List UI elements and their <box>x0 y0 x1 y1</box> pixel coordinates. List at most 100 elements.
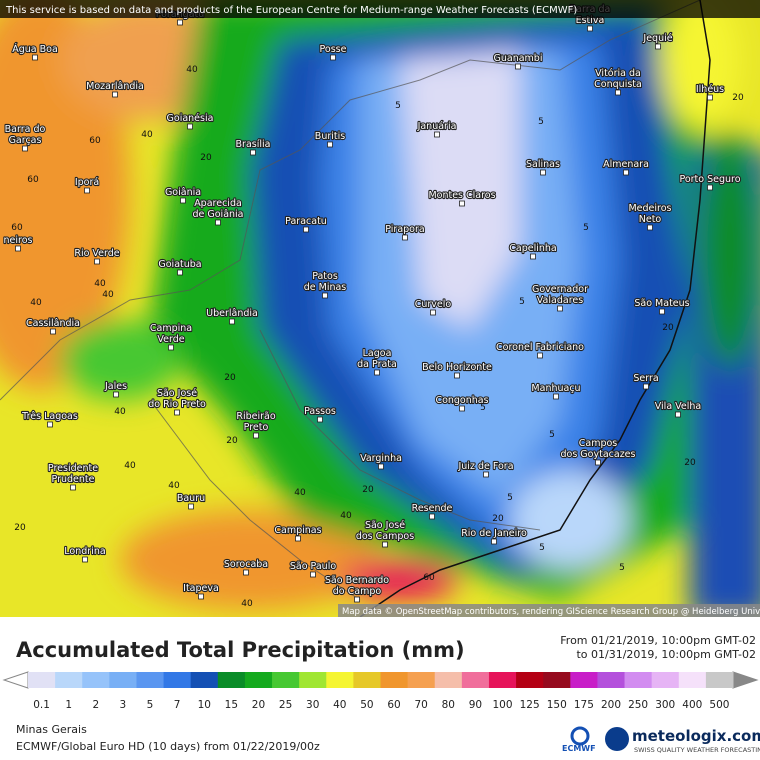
city-marker <box>188 503 194 510</box>
contour-label: 40 <box>168 481 180 491</box>
city-label: Porto Seguro <box>679 174 740 185</box>
city-label: Varginha <box>360 453 402 464</box>
city-label: Ilhéus <box>696 84 724 95</box>
colorbar-label: 70 <box>414 699 427 711</box>
city-label: Rio Verde <box>74 248 119 259</box>
contour-label: 20 <box>732 93 744 103</box>
contour-label: 5 <box>507 493 513 503</box>
attribution-bar <box>338 604 760 617</box>
city-label: Londrina <box>64 546 105 557</box>
city-label: Buritis <box>315 131 345 142</box>
colorbar-swatch <box>624 672 653 688</box>
city-label: Belo Horizonte <box>422 362 492 373</box>
contour-label: 60 <box>89 136 101 146</box>
city-marker <box>615 89 621 96</box>
attribution: Map data © OpenStreetMap contributors, r… <box>342 607 760 617</box>
city-label: dos Goytacazes <box>561 449 636 460</box>
city-marker <box>655 43 661 50</box>
city-label: Serra <box>633 373 658 384</box>
city-label: Lagoa <box>363 348 392 359</box>
city-marker <box>70 484 76 491</box>
city-label: Patos <box>312 271 338 282</box>
city-label: Coronel Fabriciano <box>496 342 584 353</box>
city-label: Pirapora <box>385 224 424 235</box>
city-marker <box>15 245 21 252</box>
legend-title: Accumulated Total Precipitation (mm) <box>16 638 465 662</box>
colorbar-swatch <box>190 672 219 688</box>
colorbar-swatch <box>516 672 544 688</box>
contour-label: 20 <box>362 485 374 495</box>
city-label: Sorocaba <box>224 559 268 570</box>
region: Minas Gerais <box>16 723 87 736</box>
city-label: São Mateus <box>634 298 689 309</box>
contour-label: 20 <box>14 523 26 533</box>
contour-label: 20 <box>224 373 236 383</box>
city-marker <box>253 432 259 439</box>
colorbar-label: 175 <box>574 699 594 711</box>
city-marker <box>643 383 649 390</box>
city-marker <box>113 391 119 398</box>
contour-label: 40 <box>30 298 42 308</box>
colorbar-label: 400 <box>682 699 702 711</box>
city-label: da Prata <box>357 359 397 370</box>
city-marker <box>295 535 301 542</box>
city-marker <box>382 541 388 548</box>
colorbar-swatch <box>163 672 192 688</box>
city-label: Bauru <box>177 493 205 504</box>
colorbar-label: 1 <box>65 699 72 711</box>
colorbar-label: 5 <box>147 699 154 711</box>
city-label: de Goiânia <box>192 209 243 220</box>
city-label: Vila Velha <box>655 401 702 412</box>
city-label: Salinas <box>526 159 560 170</box>
city-label: Goiânia <box>165 187 201 198</box>
city-marker <box>174 409 180 416</box>
city-label: São José <box>157 388 197 399</box>
city-marker <box>22 145 28 152</box>
colorbar-swatch <box>651 672 680 688</box>
city-label: Barra do <box>5 124 46 135</box>
city-label: Neto <box>639 214 662 225</box>
city-label: do Rio Preto <box>148 399 206 410</box>
colorbar-swatch <box>109 672 137 688</box>
city-label: Rio de Janeiro <box>461 528 527 539</box>
city-label: neiros <box>4 235 33 246</box>
contour-label: 40 <box>294 488 306 498</box>
city-marker <box>82 556 88 563</box>
city-label: Januária <box>417 121 457 132</box>
city-label: Campinas <box>274 525 321 536</box>
city-label: dos Campos <box>356 531 414 542</box>
colorbar-label: 30 <box>306 699 319 711</box>
city-label: Guanambi <box>494 53 543 64</box>
city-label: Prudente <box>52 474 95 485</box>
city-label: Governador <box>532 284 588 295</box>
city-marker <box>540 169 546 176</box>
city-label: Almenara <box>603 159 649 170</box>
city-marker <box>675 411 681 418</box>
city-marker <box>557 305 563 312</box>
colorbar-label: 40 <box>333 699 346 711</box>
city-marker <box>198 593 204 600</box>
city-marker <box>322 292 328 299</box>
city-label: Verde <box>157 334 184 345</box>
contour-label: 40 <box>340 511 352 521</box>
city-marker <box>515 63 521 70</box>
city-marker <box>707 94 713 101</box>
brand: meteologix.com <box>632 727 760 745</box>
city-label: Campina <box>150 323 192 334</box>
colorbar-label: 100 <box>492 699 512 711</box>
city-marker <box>112 91 118 98</box>
colorbar-label: 80 <box>442 699 455 711</box>
contour-label: 40 <box>94 279 106 289</box>
colorbar-swatch <box>217 672 246 688</box>
city-label: São Paulo <box>290 561 336 572</box>
colorbar-swatch <box>407 672 436 688</box>
city-label: Itapeva <box>183 583 219 594</box>
city-label: do Campo <box>333 586 382 597</box>
city-label: Preto <box>244 422 269 433</box>
contour-label: 5 <box>538 117 544 127</box>
city-marker <box>537 352 543 359</box>
colorbar-swatch <box>488 672 517 688</box>
map: PorangatuPosseBarra daEstivaJequiéGuanam… <box>0 0 760 617</box>
ecmwf-logo: ECMWF <box>562 744 596 753</box>
